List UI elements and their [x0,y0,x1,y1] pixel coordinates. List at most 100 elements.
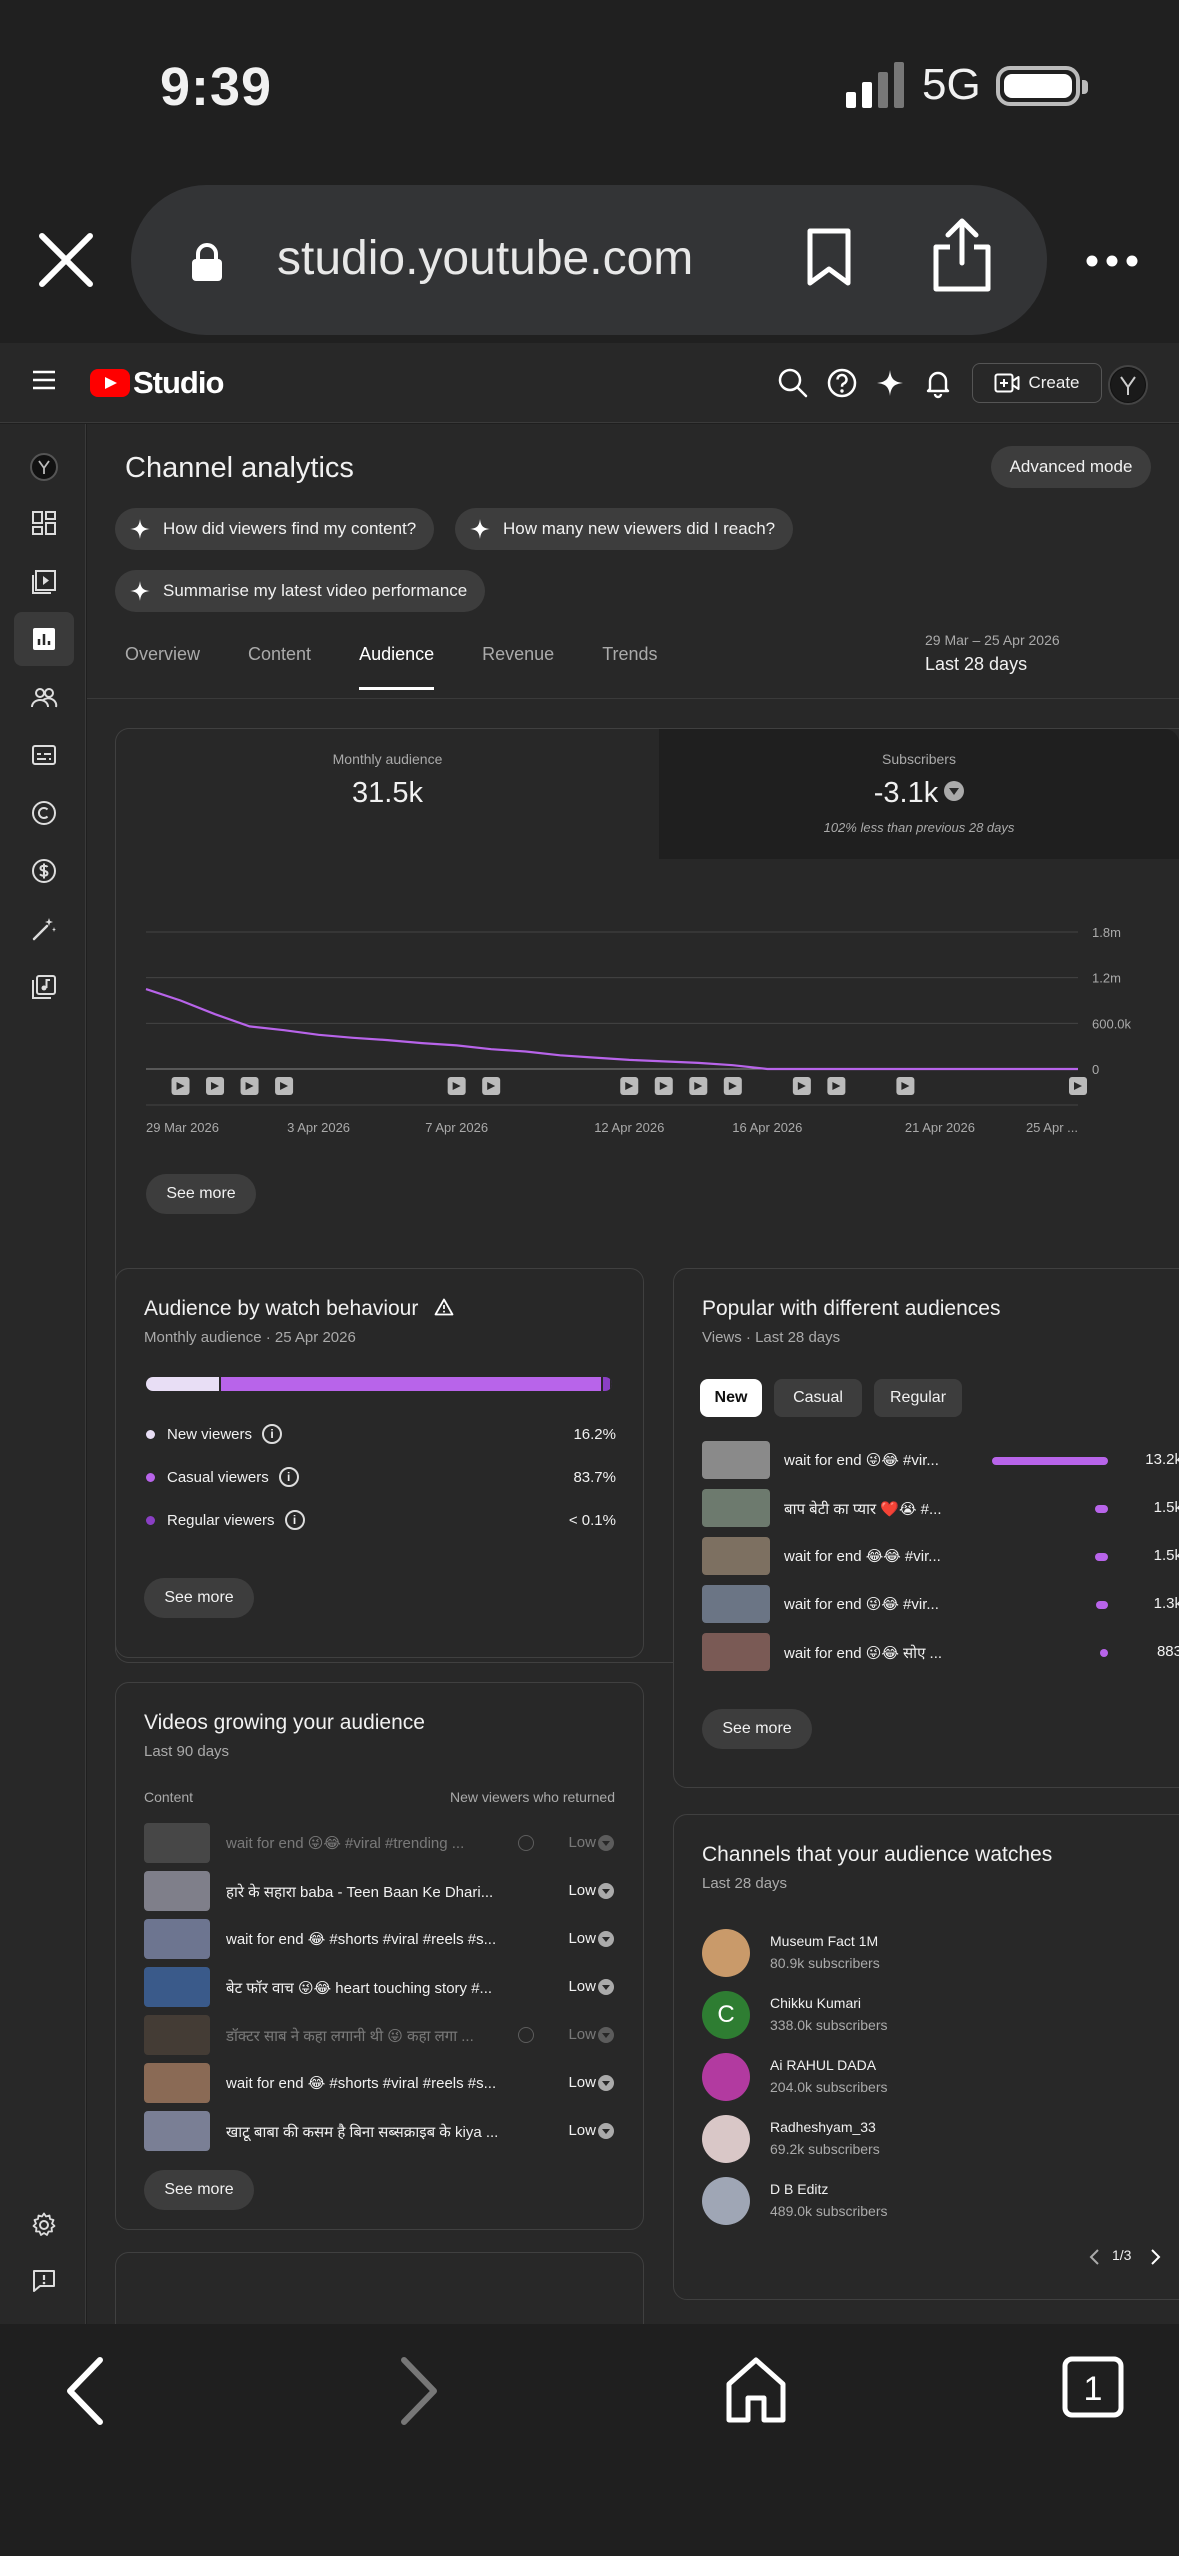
channel-avatar-nav[interactable] [14,440,74,494]
arrow-down-icon [598,2027,614,2043]
growing-subtitle: Last 90 days [144,1743,230,1760]
close-icon[interactable] [36,230,96,290]
popular-video-row[interactable]: wait for end 😜😂 #vir... 13.2k [702,1441,1179,1481]
copyright-icon[interactable] [14,786,74,840]
subscribers-note: 102% less than previous 28 days [823,820,1015,835]
signal-icon [846,62,904,108]
growing-video-row[interactable]: wait for end 😜😂 #viral #trending ... Low [144,1823,614,1863]
channel-row[interactable]: C Chikku Kumari 338.0k subscribers [702,1991,1179,2041]
returned-value: Low [568,1834,596,1851]
tab-trends[interactable]: Trends [602,644,658,664]
growing-title: Videos growing your audience [144,1711,425,1734]
more-icon[interactable] [1086,255,1138,267]
popular-video-row[interactable]: wait for end 😂😂 #vir... 1.5k [702,1537,1179,1577]
y-tick-label: 600.0k [1092,1016,1132,1031]
warning-icon[interactable] [434,1298,454,1316]
channel-name: Museum Fact 1M [770,1933,879,1949]
popular-subtitle: Views · Last 28 days [702,1329,841,1346]
popular-video-row[interactable]: wait for end 😜😂 सोए ... 883 [702,1633,1179,1673]
channel-row[interactable]: Ai RAHUL DADA 204.0k subscribers [702,2053,1179,2103]
growing-video-row[interactable]: wait for end 😂 #shorts #viral #reels #s.… [144,1919,614,1959]
growing-video-row[interactable]: हारे के सहारा baba - Teen Baan Ke Dhari.… [144,1871,614,1911]
tab-content[interactable]: Content [248,644,312,664]
growing-video-row[interactable]: खाटू बाबा की कसम है बिना सब्सक्राइब के k… [144,2111,614,2151]
tab-revenue[interactable]: Revenue [482,644,555,664]
back-arrow-icon[interactable] [62,2354,108,2428]
content-icon[interactable] [14,554,74,608]
chip-summarise[interactable]: Summarise my latest video performance [115,570,486,612]
views-bar [1099,1649,1108,1657]
analytics-icon[interactable] [14,612,74,666]
arrow-down-icon [598,1883,614,1899]
watch-behaviour-bar [146,1377,612,1391]
x-tick-label: 12 Apr 2026 [594,1120,664,1135]
see-more-button[interactable]: See more [702,1709,812,1749]
growing-video-row[interactable]: बेट फॉर वाच 😜😂 heart touching story #...… [144,1967,614,2007]
video-title: बाप बेटी का प्यार ❤️😭 #... [784,1501,942,1518]
monthly-audience-metric[interactable]: Monthly audience 31.5k [116,729,659,859]
chevron-right-icon[interactable] [1148,2247,1162,2267]
community-icon[interactable] [14,670,74,724]
feedback-icon[interactable] [14,2254,74,2308]
home-icon[interactable] [724,2356,788,2424]
upload-marker [240,1077,259,1095]
menu-icon[interactable] [32,369,56,391]
channel-row[interactable]: D B Editz 489.0k subscribers [702,2177,1179,2227]
channel-avatar: C [702,1991,750,2039]
date-range-picker[interactable]: 29 Mar – 25 Apr 2026 Last 28 days [925,632,1060,675]
dashboard-icon[interactable] [14,496,74,550]
tab-audience[interactable]: Audience [359,644,435,690]
audio-library-icon[interactable] [14,960,74,1014]
chevron-left-icon[interactable] [1088,2247,1102,2267]
subtitles-icon[interactable] [14,728,74,782]
see-more-button[interactable]: See more [144,1578,254,1618]
studio-logo[interactable]: Studio [90,363,224,403]
address-bar[interactable] [131,185,1047,335]
video-title: wait for end 😜😂 सोए ... [784,1645,943,1662]
popular-video-row[interactable]: wait for end 😜😂 #vir... 1.3k [702,1585,1179,1625]
info-icon[interactable]: i [278,1467,299,1487]
settings-icon[interactable] [14,2198,74,2252]
subscribers-metric[interactable]: Subscribers -3.1k 102% less than previou… [659,729,1179,859]
x-tick-label: 16 Apr 2026 [732,1120,802,1135]
see-more-button[interactable]: See more [144,2170,254,2210]
notification-bell-icon[interactable] [922,367,954,399]
chip-label: Summarise my latest video performance [163,581,468,600]
growing-video-row[interactable]: डॉक्टर साब ने कहा लगानी थी 😜 कहा लगा ...… [144,2015,614,2055]
info-icon[interactable]: i [262,1424,283,1444]
url-text[interactable]: studio.youtube.com [277,232,694,285]
tabs-count-icon[interactable]: 1 [1062,2356,1124,2418]
chip-find-content[interactable]: How did viewers find my content? [115,508,435,550]
advanced-mode-button[interactable]: Advanced mode [991,446,1151,488]
tab-overview[interactable]: Overview [125,644,201,664]
tabs-divider [87,698,1179,699]
segment-casual[interactable]: Casual [774,1379,862,1417]
see-more-button[interactable]: See more [146,1174,256,1214]
next-card-partial [115,2252,644,2324]
help-icon[interactable] [826,367,858,399]
share-icon[interactable] [930,217,994,293]
x-tick-label: 7 Apr 2026 [425,1120,488,1135]
segment-regular[interactable]: Regular [874,1379,962,1417]
create-button[interactable]: Create [972,363,1102,403]
earn-icon[interactable] [14,844,74,898]
bookmark-icon[interactable] [806,227,852,287]
forward-arrow-icon[interactable] [396,2354,442,2428]
channel-avatar [702,2053,750,2101]
sparkle-icon[interactable] [874,367,906,399]
add-video-icon [994,373,1020,393]
customization-icon[interactable] [14,902,74,956]
account-avatar[interactable] [1108,365,1148,405]
channel-row[interactable]: Radheshyam_33 69.2k subscribers [702,2115,1179,2165]
popular-video-row[interactable]: बाप बेटी का प्यार ❤️😭 #... 1.5k [702,1489,1179,1529]
chip-new-viewers[interactable]: How many new viewers did I reach? [455,508,794,550]
info-icon[interactable]: i [284,1510,305,1530]
channel-row[interactable]: Museum Fact 1M 80.9k subscribers [702,1929,1179,1979]
segment-new[interactable]: New [700,1379,762,1417]
analytics-tabs: Overview Content Audience Revenue Trends [125,644,706,690]
search-icon[interactable] [777,367,809,399]
growing-video-row[interactable]: wait for end 😂 #shorts #viral #reels #s.… [144,2063,614,2103]
page-title: Channel analytics [125,452,354,484]
row-label: Casual viewers [167,1468,269,1486]
channel-name: Ai RAHUL DADA [770,2057,877,2073]
